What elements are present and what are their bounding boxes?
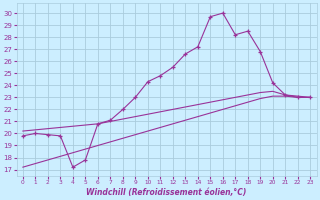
X-axis label: Windchill (Refroidissement éolien,°C): Windchill (Refroidissement éolien,°C) [86,188,247,197]
